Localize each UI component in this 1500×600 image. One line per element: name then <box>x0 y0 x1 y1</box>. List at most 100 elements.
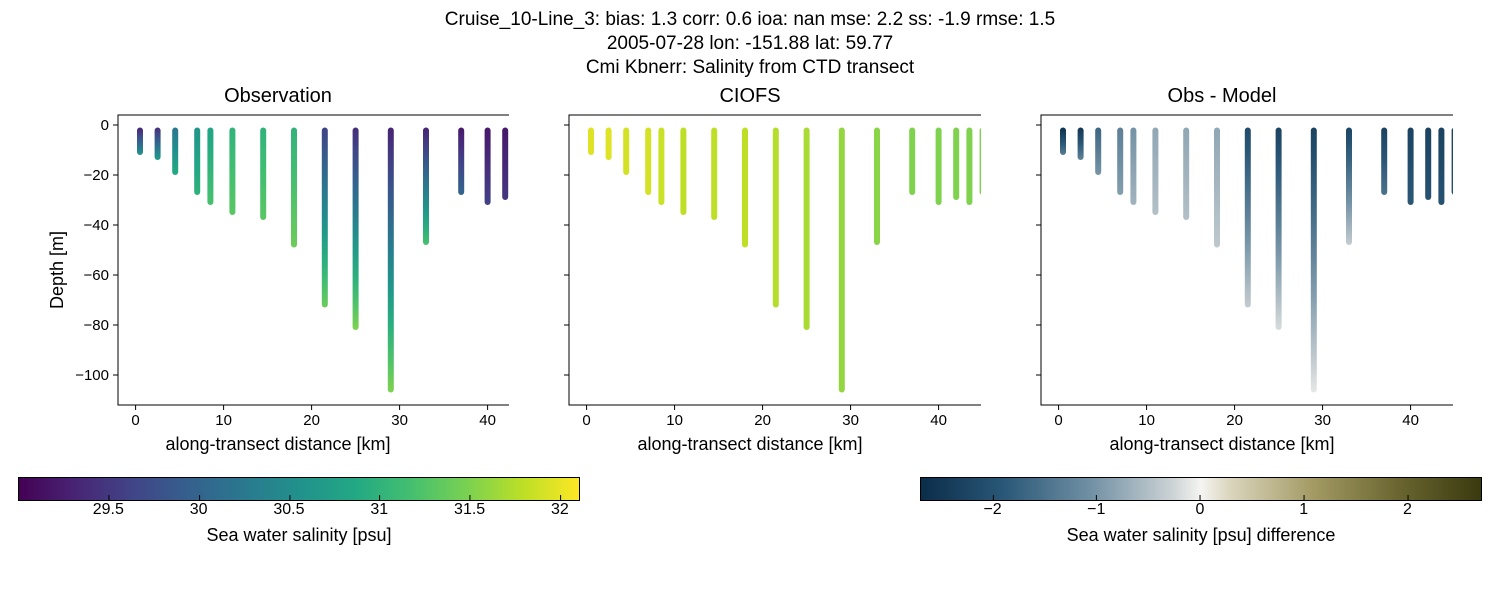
svg-text:0: 0 <box>131 412 139 429</box>
profile-bar <box>773 128 779 308</box>
profile-bar <box>1408 128 1414 206</box>
colorbar-tick: 30.5 <box>273 501 304 519</box>
svg-text:−80: −80 <box>84 317 109 334</box>
svg-text:10: 10 <box>667 412 684 429</box>
profile-bar <box>1311 128 1317 393</box>
plot-diff: 010203040 <box>1011 110 1453 430</box>
profile-bar <box>588 128 594 156</box>
colorbar-tick: −1 <box>1087 501 1105 519</box>
colorbar-diff: −2−1012 Sea water salinity [psu] differe… <box>920 477 1482 546</box>
title-block: Cruise_10-Line_3: bias: 1.3 corr: 0.6 io… <box>0 0 1500 79</box>
profile-bar <box>874 128 880 246</box>
profile-bar <box>1060 128 1066 156</box>
title-line-3: Cmi Kbnerr: Salinity from CTD transect <box>0 56 1500 80</box>
colorbar-gradient <box>920 477 1482 501</box>
profile-bar <box>207 128 213 206</box>
profile-bar <box>291 128 297 248</box>
svg-text:40: 40 <box>931 412 948 429</box>
colorbar-ticks: −2−1012 <box>920 501 1480 523</box>
colorbar-gradient <box>18 477 580 501</box>
svg-text:−100: −100 <box>75 367 109 384</box>
panel-observation: Observation Depth [m] 0102030400−20−40−6… <box>47 85 509 455</box>
profile-bar <box>353 128 359 331</box>
colorbar-tick: 2 <box>1403 501 1412 519</box>
profile-bar <box>172 128 178 176</box>
svg-text:20: 20 <box>303 412 320 429</box>
colorbar-tick: −2 <box>983 501 1001 519</box>
svg-text:40: 40 <box>479 412 496 429</box>
colorbar-tick: 1 <box>1299 501 1308 519</box>
svg-text:−20: −20 <box>84 167 109 184</box>
profile-bar <box>1439 128 1445 206</box>
colorbar-tick: 31 <box>370 501 388 519</box>
profile-bar <box>1425 128 1431 201</box>
x-axis-label: along-transect distance [km] <box>519 434 981 455</box>
profile-bar <box>1153 128 1159 216</box>
x-axis-label: along-transect distance [km] <box>47 434 509 455</box>
profile-bar <box>1095 128 1101 176</box>
y-axis-label: Depth [m] <box>47 231 68 309</box>
colorbar-tick: 32 <box>551 501 569 519</box>
profile-bar <box>322 128 328 308</box>
colorbar-row: 29.53030.53131.532 Sea water salinity [p… <box>0 477 1500 546</box>
svg-text:20: 20 <box>1227 412 1244 429</box>
profile-bar <box>1078 128 1084 161</box>
profile-bar <box>980 128 981 196</box>
svg-text:−40: −40 <box>84 217 109 234</box>
panel-diff: Obs - Model 010203040 along-transect dis… <box>991 85 1453 455</box>
profile-bar <box>804 128 810 331</box>
panel-row: Observation Depth [m] 0102030400−20−40−6… <box>0 85 1500 455</box>
profile-bar <box>839 128 845 393</box>
svg-text:20: 20 <box>755 412 772 429</box>
profile-bar <box>967 128 973 206</box>
colorbar-label: Sea water salinity [psu] <box>18 525 580 546</box>
colorbar-label: Sea water salinity [psu] difference <box>920 525 1482 546</box>
plot-ciofs: 0 10 20 30 40 <box>539 110 981 430</box>
svg-text:30: 30 <box>391 412 408 429</box>
profile-bar <box>606 128 612 161</box>
profile-bar <box>953 128 959 201</box>
profile-bar <box>1381 128 1387 196</box>
profile-bar <box>681 128 687 216</box>
svg-text:0: 0 <box>583 412 591 429</box>
svg-text:10: 10 <box>215 412 232 429</box>
profile-bar <box>742 128 748 248</box>
svg-text:30: 30 <box>843 412 860 429</box>
profile-bar <box>194 128 200 196</box>
profile-bar <box>458 128 464 196</box>
colorbar-tick: 29.5 <box>93 501 124 519</box>
profile-bar <box>137 128 143 156</box>
profile-bar <box>936 128 942 206</box>
profile-bar <box>388 128 394 393</box>
svg-text:0: 0 <box>101 117 109 134</box>
profile-bar <box>1214 128 1220 248</box>
profile-bar <box>659 128 665 206</box>
profile-bar <box>423 128 429 246</box>
title-line-2: 2005-07-28 lon: -151.88 lat: 59.77 <box>0 32 1500 56</box>
profile-bar <box>1452 128 1453 196</box>
profile-bar <box>711 128 717 221</box>
colorbar-tick: 30 <box>190 501 208 519</box>
panel-title: Obs - Model <box>991 85 1453 108</box>
x-axis-label: along-transect distance [km] <box>991 434 1453 455</box>
profile-bar <box>1245 128 1251 308</box>
profile-bar <box>260 128 266 221</box>
svg-text:40: 40 <box>1403 412 1420 429</box>
profile-bar <box>1117 128 1123 196</box>
profile-bar <box>1183 128 1189 221</box>
svg-text:30: 30 <box>1315 412 1332 429</box>
title-line-1: Cruise_10-Line_3: bias: 1.3 corr: 0.6 io… <box>0 8 1500 32</box>
colorbar-salinity: 29.53030.53131.532 Sea water salinity [p… <box>18 477 580 546</box>
profile-bar <box>1276 128 1282 331</box>
panel-title: CIOFS <box>519 85 981 108</box>
profile-bar <box>502 128 508 201</box>
profile-bar <box>645 128 651 196</box>
svg-text:10: 10 <box>1139 412 1156 429</box>
colorbar-ticks: 29.53030.53131.532 <box>18 501 578 523</box>
profile-bar <box>1346 128 1352 246</box>
profile-bar <box>229 128 235 216</box>
profile-bar <box>155 128 161 161</box>
profile-bar <box>909 128 915 196</box>
svg-text:−60: −60 <box>84 267 109 284</box>
profile-bar <box>485 128 491 206</box>
